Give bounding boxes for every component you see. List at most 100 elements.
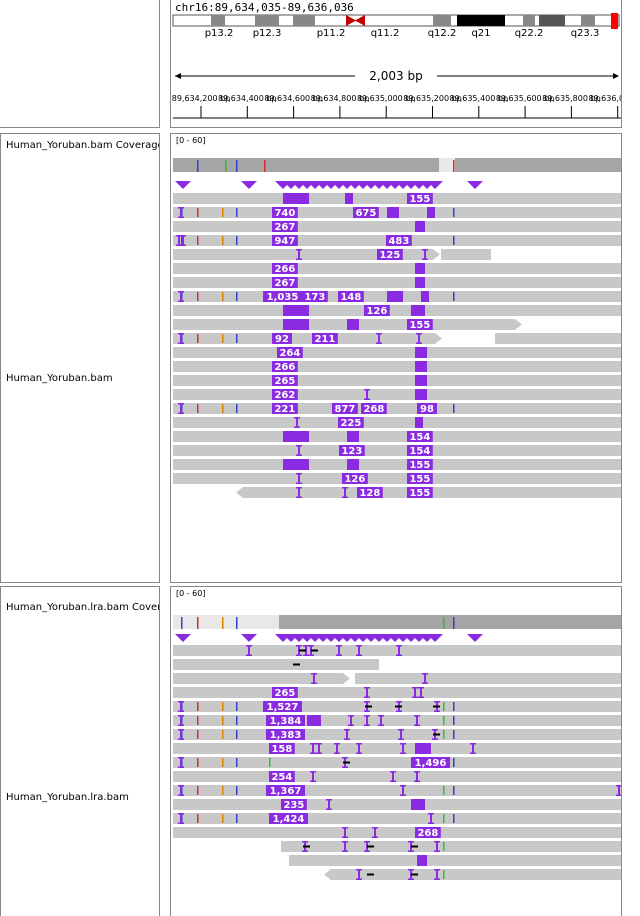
read <box>173 645 621 656</box>
read <box>173 389 621 400</box>
insertion-label-box <box>357 487 383 498</box>
coverage-range-lra: [0 - 60] <box>176 589 206 598</box>
insertion-label-box <box>338 291 364 302</box>
mismatch <box>236 404 238 413</box>
insertion-label-box <box>272 207 298 218</box>
insertion-label-box <box>272 263 298 274</box>
insertion-i <box>336 743 338 754</box>
insertion-i-cap <box>364 850 370 852</box>
insertion-block <box>283 431 309 442</box>
insertion-i-cap <box>396 701 402 703</box>
mismatch <box>453 814 455 823</box>
insertion-block <box>415 389 427 400</box>
track2-data-panel[interactable]: [0 - 60] 265 1,527 1,384 1,383 158 1,496 254 1,… <box>170 586 622 916</box>
insertion-label: 155 <box>409 488 430 499</box>
insertion-label: 740 <box>274 208 295 219</box>
insertion-i <box>182 235 184 246</box>
mismatch <box>197 786 199 795</box>
insertion-i-cap <box>396 654 402 656</box>
insertion-i-cap <box>178 738 184 740</box>
insertion-i <box>418 333 420 344</box>
mismatch <box>269 758 271 767</box>
insertion-i-cap <box>434 850 440 852</box>
read <box>173 361 621 372</box>
deletion <box>311 649 318 652</box>
insertion-label-box <box>272 389 298 400</box>
read <box>173 445 621 456</box>
insertion-label: 1,496 <box>415 758 447 769</box>
coverage-mismatch <box>222 617 224 629</box>
read <box>173 347 621 358</box>
ruler-tick-label: 89,634,400 bp <box>218 94 277 103</box>
insertion-i <box>424 673 426 684</box>
track2-canvas[interactable]: 265 1,527 1,384 1,383 158 1,496 254 1,367 235 1,4… <box>171 587 622 916</box>
insertion-label-box <box>302 291 328 302</box>
coverage-track-name-lra[interactable]: Human_Yoruban.lra.bam Coverage <box>6 602 159 613</box>
insertion-i-cap <box>364 710 370 712</box>
insertion-i <box>366 715 368 726</box>
read <box>173 459 621 470</box>
insertion-label: 221 <box>274 404 295 415</box>
mismatch <box>443 814 445 823</box>
insertion-label: 155 <box>409 194 430 205</box>
track1-data-panel[interactable]: [0 - 60] 155 740 675 267 947 483 125 266 267 1,03… <box>170 133 622 583</box>
insertion-i-cap <box>176 235 182 237</box>
insertion-i-cap <box>310 771 316 773</box>
insertion-label-box <box>312 333 338 344</box>
coverage-mismatch <box>181 617 183 629</box>
insertion-i <box>180 291 182 302</box>
coverage-bar <box>173 158 621 172</box>
read-arrow <box>343 673 350 684</box>
locus-label[interactable]: chr16:89,634,035-89,636,036 <box>175 1 354 14</box>
coverage-mismatch <box>453 617 455 629</box>
insertion-label: 126 <box>344 474 365 485</box>
insertion-i <box>313 673 315 684</box>
read <box>173 319 515 330</box>
insertion-i-cap <box>296 454 302 456</box>
insertion-block <box>415 263 425 274</box>
insertion-i <box>178 235 180 246</box>
insertion-i-cap <box>356 752 362 754</box>
insertion-i <box>298 487 300 498</box>
coverage-track-name[interactable]: Human_Yoruban.bam Coverage <box>6 140 160 151</box>
insertion-i <box>436 841 438 852</box>
read-arrow <box>515 319 522 330</box>
mismatch <box>197 730 199 739</box>
mismatch <box>197 236 199 245</box>
insertion-i <box>358 743 360 754</box>
insertion-i <box>298 249 300 260</box>
insertion-i-cap <box>400 752 406 754</box>
track2-name-panel[interactable]: Human_Yoruban.lra.bam Coverage Human_Yor… <box>0 586 160 916</box>
mismatch <box>222 208 224 217</box>
insertion-i <box>346 729 348 740</box>
insertion-label-box <box>266 715 305 726</box>
mismatch <box>222 814 224 823</box>
insertion-i-cap <box>398 738 404 740</box>
insertion-i-cap <box>432 729 438 731</box>
insertion-i <box>402 743 404 754</box>
read-arrow <box>236 487 243 498</box>
alignment-track-name-lra[interactable]: Human_Yoruban.lra.bam <box>6 792 129 803</box>
mismatch <box>453 702 455 711</box>
read <box>495 333 621 344</box>
alignment-track-name[interactable]: Human_Yoruban.bam <box>6 373 113 384</box>
insertion-label-box <box>263 701 302 712</box>
mismatch <box>453 292 455 301</box>
track1-name-panel[interactable]: Human_Yoruban.bam Coverage Human_Yoruban… <box>0 133 160 583</box>
mismatch <box>222 758 224 767</box>
insertion-i <box>472 743 474 754</box>
insertion-label-box <box>272 361 298 372</box>
chromosome-ideogram[interactable]: p13.2 p12.3 p11.2 q11.2 q12.2 q21 q22.2 … <box>171 12 622 52</box>
insertion-i-cap <box>178 342 184 344</box>
mismatch <box>197 208 199 217</box>
insertion-i-cap <box>308 654 314 656</box>
insertion-i-cap <box>356 645 362 647</box>
insertion-i-cap <box>311 682 317 684</box>
insertion-i-cap <box>432 738 438 740</box>
insertion-i-cap <box>310 752 316 754</box>
deletion <box>395 705 402 708</box>
read <box>173 221 621 232</box>
insertion-i-cap <box>308 645 314 647</box>
track1-canvas[interactable]: 155 740 675 267 947 483 125 266 267 1,035 173 148 12… <box>171 134 622 583</box>
